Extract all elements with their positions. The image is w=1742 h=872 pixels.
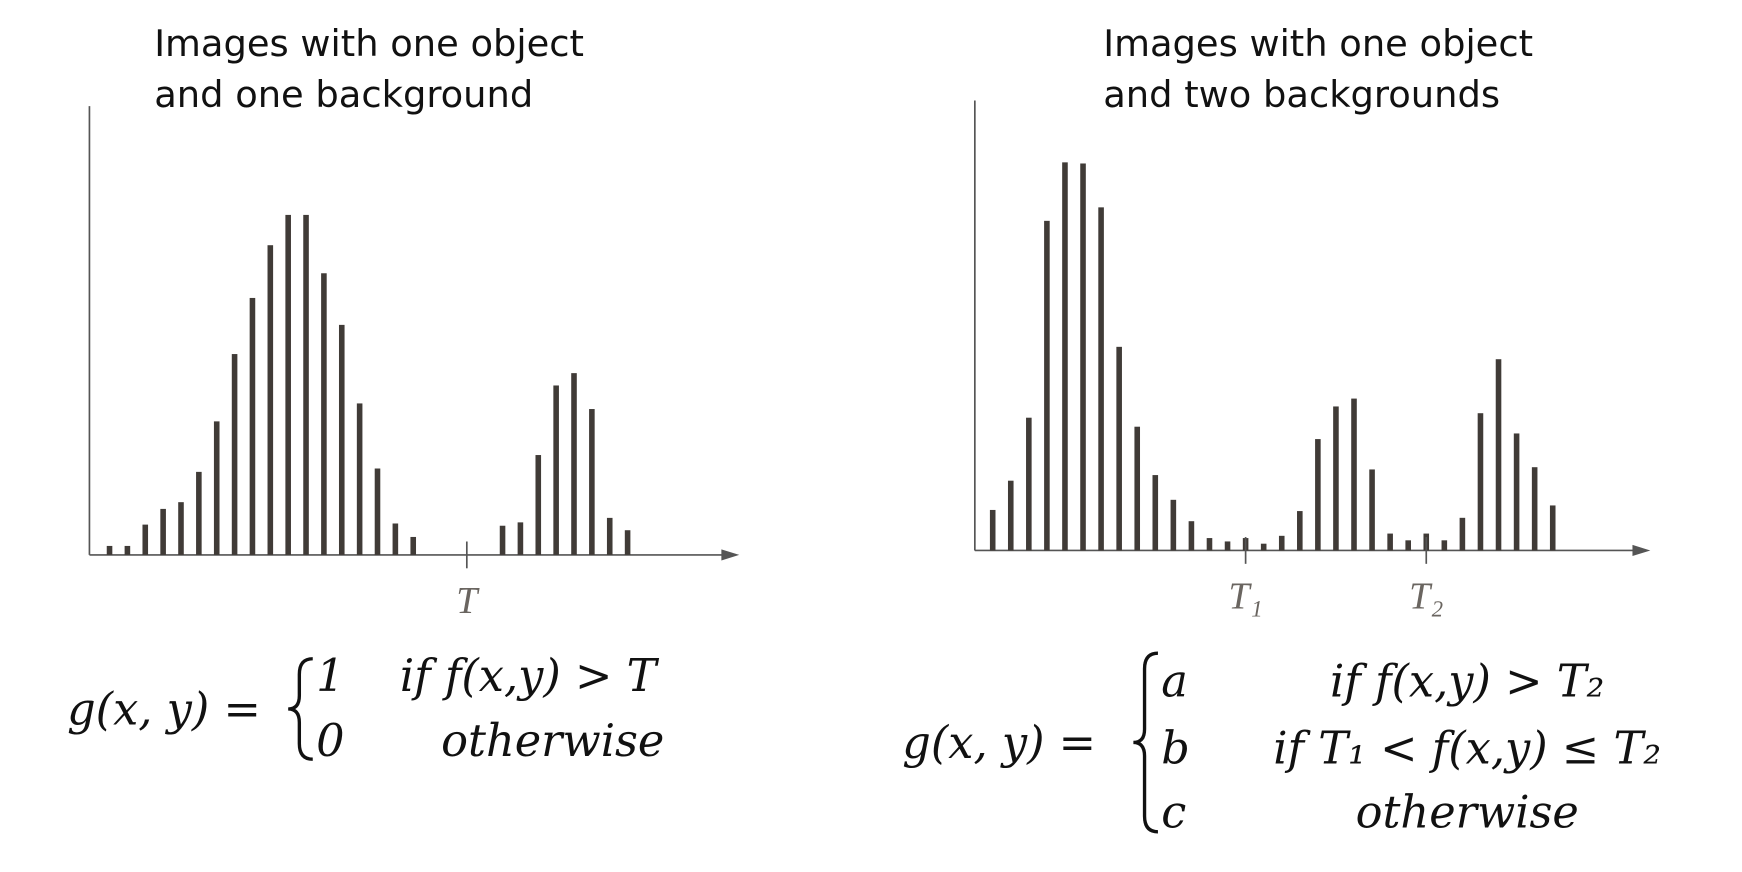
- bar: [1206, 538, 1213, 551]
- threshold-label: T: [456, 580, 480, 622]
- chart-title: Images with one object: [1103, 22, 1533, 65]
- case-value: b: [1161, 723, 1190, 775]
- bar: [1007, 480, 1014, 551]
- chart-title: and one background: [154, 73, 533, 116]
- bar: [1098, 207, 1104, 551]
- bar: [1351, 398, 1357, 551]
- brace: [1133, 651, 1159, 834]
- bar: [1297, 511, 1303, 551]
- bar: [571, 373, 577, 555]
- bar: [606, 517, 613, 555]
- bar: [1513, 433, 1520, 551]
- bar: [989, 509, 996, 551]
- bar: [1459, 517, 1466, 551]
- bar: [303, 214, 309, 555]
- bar: [499, 525, 506, 555]
- bar: [1278, 535, 1285, 551]
- bar: [1080, 163, 1086, 551]
- bar: [410, 536, 417, 555]
- brace: [288, 657, 313, 761]
- axis-arrow: [1632, 544, 1651, 557]
- case-condition: otherwise: [1356, 786, 1579, 838]
- bar: [1441, 540, 1448, 551]
- bar: [196, 471, 202, 555]
- case-condition: otherwise: [441, 715, 664, 767]
- bar: [1333, 406, 1339, 551]
- bar: [1369, 469, 1375, 551]
- bar: [1260, 543, 1267, 551]
- bar: [1170, 499, 1177, 551]
- chart-title: and two backgrounds: [1103, 73, 1500, 116]
- bar: [1495, 359, 1502, 551]
- bar: [589, 409, 595, 555]
- bar: [285, 214, 291, 555]
- bar: [1026, 417, 1032, 551]
- bar: [624, 530, 631, 555]
- bar: [553, 385, 559, 555]
- case-condition: if f(x,y) > T: [400, 650, 660, 702]
- equation-lhs: g(x, y) =: [902, 717, 1096, 769]
- bar: [160, 508, 166, 555]
- axis-arrow: [721, 549, 740, 561]
- bar: [1224, 541, 1231, 551]
- bar: [321, 273, 327, 555]
- case-value: 1: [316, 650, 344, 702]
- bar: [392, 523, 399, 555]
- bar: [1116, 346, 1122, 551]
- bar: [1044, 220, 1050, 551]
- bar: [1062, 162, 1068, 551]
- bar: [1477, 413, 1484, 551]
- case-condition: if f(x,y) > T₂: [1330, 656, 1604, 708]
- bar: [517, 522, 524, 555]
- bar: [231, 354, 238, 555]
- bar: [1549, 505, 1556, 551]
- bar: [213, 421, 220, 555]
- bar: [1134, 426, 1141, 551]
- bar: [1315, 439, 1321, 551]
- bar: [1387, 533, 1393, 551]
- bar: [1405, 540, 1411, 551]
- threshold-label: T₁: [1228, 576, 1262, 618]
- threshold-label: T₂: [1409, 576, 1443, 618]
- bar: [1152, 475, 1159, 551]
- chart-title: Images with one object: [154, 22, 584, 65]
- case-value: 0: [316, 715, 344, 767]
- bar: [1188, 521, 1195, 551]
- bar: [1531, 467, 1538, 551]
- bar: [374, 468, 381, 555]
- bar: [249, 297, 256, 555]
- bar: [338, 324, 345, 555]
- bar: [142, 524, 149, 555]
- bar: [124, 545, 131, 555]
- case-value: a: [1161, 656, 1188, 708]
- bar: [178, 502, 184, 555]
- equation-lhs: g(x, y) =: [67, 684, 261, 736]
- bar: [267, 245, 274, 555]
- case-value: c: [1161, 786, 1186, 838]
- bar: [356, 403, 363, 555]
- case-condition: if T₁ < f(x,y) ≤ T₂: [1273, 723, 1661, 775]
- bar: [106, 545, 113, 555]
- bar: [535, 455, 542, 555]
